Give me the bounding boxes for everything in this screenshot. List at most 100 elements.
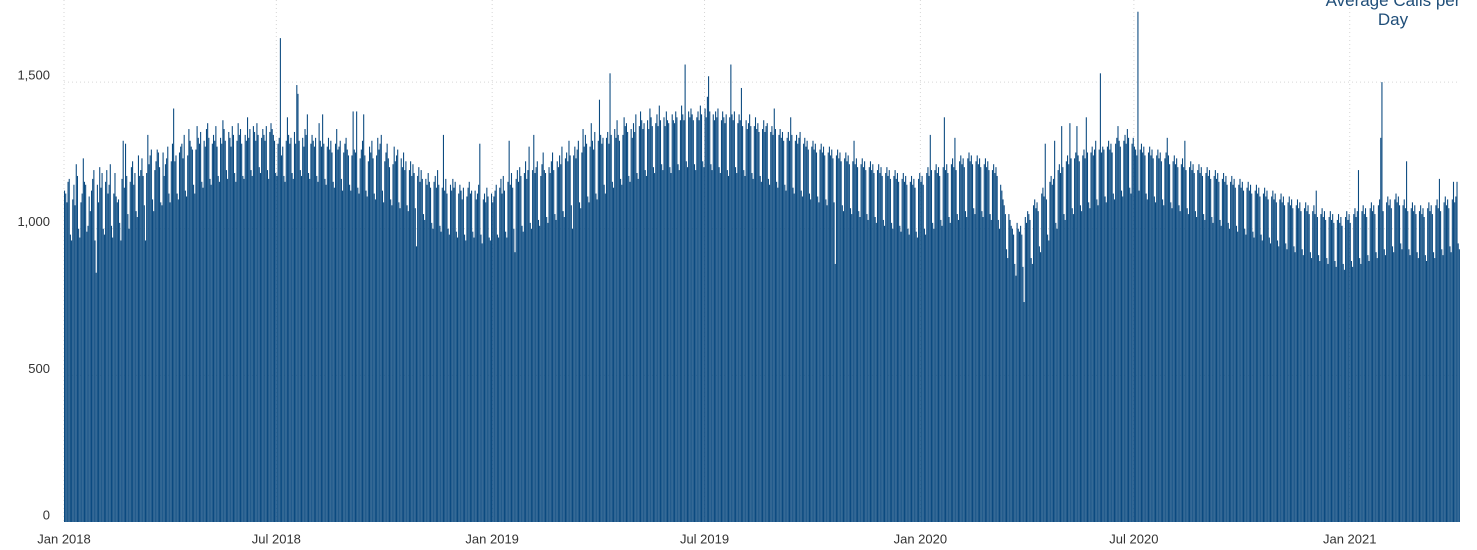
bar [719, 173, 721, 523]
bar [139, 175, 141, 522]
bar [193, 184, 195, 522]
bar [447, 228, 449, 522]
bar [229, 137, 231, 522]
bar [418, 167, 420, 523]
bar [654, 173, 656, 523]
bar [1368, 261, 1370, 522]
bar [1091, 146, 1093, 522]
bar [792, 187, 794, 522]
bar [1126, 129, 1128, 523]
bar [1069, 123, 1071, 522]
bar [79, 237, 81, 523]
bar [996, 175, 998, 522]
bar [1306, 211, 1308, 523]
bar [693, 164, 696, 522]
bar [1350, 261, 1352, 522]
bar [1052, 178, 1055, 522]
bar [1307, 205, 1309, 523]
bar [691, 114, 693, 522]
bar [514, 252, 516, 522]
bar [281, 155, 283, 522]
bar [74, 205, 76, 523]
bar [1286, 249, 1288, 523]
bar [1237, 231, 1239, 522]
bar [540, 175, 542, 522]
bar [990, 219, 992, 522]
bar [72, 199, 74, 523]
bar [1011, 228, 1013, 522]
bar [604, 193, 606, 522]
bar [1160, 161, 1162, 523]
bar [774, 129, 776, 523]
bar [695, 170, 697, 522]
bar [480, 234, 482, 522]
bar [186, 196, 188, 522]
bar [250, 170, 252, 522]
bar [557, 167, 559, 523]
bar [112, 237, 114, 523]
bar [1065, 161, 1067, 523]
bar [921, 175, 923, 522]
bar [1190, 161, 1192, 523]
bar [73, 184, 75, 522]
bar [948, 217, 950, 522]
bar [399, 208, 401, 522]
bar [451, 190, 453, 522]
bar [780, 137, 782, 522]
bar [577, 140, 579, 522]
bar [889, 178, 891, 522]
bar [137, 155, 139, 522]
bar [1359, 258, 1361, 522]
bar [105, 181, 107, 522]
bar [1416, 252, 1418, 522]
bar [1414, 205, 1416, 523]
bar [537, 219, 540, 522]
bar [650, 117, 652, 522]
bar [1105, 202, 1107, 522]
bar [1282, 196, 1284, 522]
bar [1130, 193, 1132, 522]
bar [1258, 187, 1260, 522]
bar [605, 137, 608, 522]
bar [813, 149, 815, 522]
bar [934, 170, 936, 522]
bar [338, 146, 340, 522]
bar [1191, 170, 1193, 522]
bar [369, 146, 371, 522]
bar [1218, 181, 1220, 522]
bar [587, 196, 589, 522]
bar [201, 181, 203, 522]
bar [1041, 193, 1043, 522]
bar [231, 126, 233, 522]
bar [148, 164, 150, 522]
bar [1345, 217, 1347, 522]
bar [1454, 202, 1456, 522]
bar [406, 205, 408, 523]
bar [1233, 178, 1235, 522]
bar [403, 152, 405, 522]
bar [1389, 199, 1391, 523]
bar [525, 161, 527, 523]
bar [329, 149, 331, 522]
bar [950, 164, 952, 522]
bar [974, 214, 976, 522]
bar [625, 123, 627, 522]
bar [151, 199, 154, 523]
bar [1068, 164, 1070, 522]
bar [575, 158, 577, 522]
bar [1390, 208, 1392, 522]
bar [320, 146, 322, 522]
bar [995, 167, 997, 523]
bar [1142, 152, 1144, 522]
bar [731, 114, 733, 522]
bar [86, 231, 88, 522]
bar [943, 117, 945, 522]
bar [1301, 249, 1303, 523]
bar [664, 126, 666, 522]
bar [852, 161, 854, 523]
bar [828, 146, 830, 522]
bar [918, 178, 920, 522]
bar [661, 164, 663, 522]
bar [222, 120, 224, 522]
bar [1006, 249, 1008, 523]
